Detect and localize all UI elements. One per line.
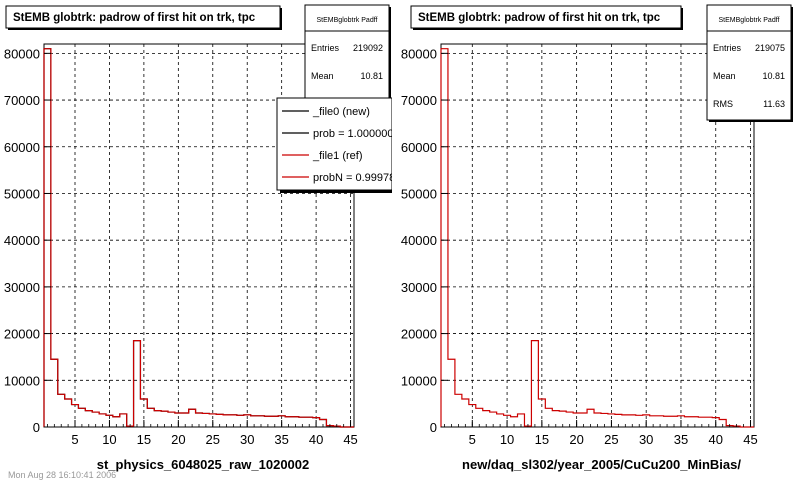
histogram-panel-1: 5 10 15 20 25 30 35 40 45 0 10000 20000 30000 40000 50…	[4, 4, 402, 472]
x-tick-label: 35	[674, 432, 688, 447]
histogram-series-2	[43, 48, 354, 428]
y-tick-label: 40000	[401, 233, 437, 248]
y-tick-label: 60000	[4, 140, 40, 155]
y-tick-label: 30000	[4, 280, 40, 295]
x-tick-label: 10	[102, 432, 116, 447]
chart-title: StEMB globtrk: padrow of first hit on tr…	[13, 12, 256, 24]
title-box	[410, 5, 682, 29]
stats-box	[706, 4, 792, 121]
stats-name: StEMBglobtrk Padff	[719, 17, 780, 24]
legend-entry-label: prob = 1.000000	[313, 128, 393, 140]
stats-label-rms: RMS	[713, 99, 733, 109]
x-tick-label: 35	[274, 432, 288, 447]
histogram-series-1	[440, 48, 754, 428]
y-tick-label: 50000	[4, 186, 40, 201]
stats-value-mean: 10.81	[360, 71, 383, 81]
stats-label-mean: Mean	[311, 71, 334, 81]
y-tick-label: 50000	[401, 186, 437, 201]
x-tick-label: 5	[469, 432, 476, 447]
x-tick-label: 40	[709, 432, 723, 447]
x-tick-label: 30	[639, 432, 653, 447]
plot-frame	[440, 43, 755, 428]
stats-value-entries: 219092	[353, 43, 383, 53]
x-tick-label: 40	[309, 432, 323, 447]
y-tick-label: 30000	[401, 280, 437, 295]
y-tick-label: 70000	[4, 93, 40, 108]
y-tick-label: 70000	[401, 93, 437, 108]
y-tick-label: 20000	[4, 327, 40, 342]
stats-name: StEMBglobtrk Padff	[317, 17, 378, 24]
histogram-panel-2: 5 10 15 20 25 30 35 40 45 0 10000 20000 30000 40000 50…	[401, 4, 793, 472]
y-tick-label: 60000	[401, 140, 437, 155]
x-tick-label: 25	[604, 432, 618, 447]
stats-value-rms: 11.63	[763, 99, 785, 109]
y-tick-label: 80000	[4, 46, 40, 61]
legend-clip	[392, 96, 402, 196]
x-tick-label: 15	[535, 432, 549, 447]
x-tick-label: 45	[743, 432, 757, 447]
stats-label-entries: Entries	[311, 43, 340, 53]
x-tick-label: 20	[569, 432, 583, 447]
x-axis-label: st_physics_6048025_raw_1020002	[97, 457, 310, 472]
legend-entry-label: _file1 (ref)	[312, 150, 363, 162]
x-tick-label: 15	[137, 432, 151, 447]
x-tick-label: 30	[240, 432, 254, 447]
legend-entry-label: probN = 0.999783	[313, 172, 401, 184]
footer-timestamp: Mon Aug 28 16:10:41 2006	[8, 470, 116, 480]
legend: _file0 (new) prob = 1.000000 _file1 (ref) p…	[276, 96, 402, 196]
stats-value-mean: 10.81	[762, 71, 785, 81]
chart-title: StEMB globtrk: padrow of first hit on tr…	[418, 12, 661, 24]
title-box	[5, 5, 281, 29]
stats-box	[304, 4, 390, 116]
x-tick-label: 10	[500, 432, 514, 447]
y-tick-label: 80000	[401, 46, 437, 61]
stats-value-entries: 219075	[755, 43, 785, 53]
y-tick-label: 10000	[4, 373, 40, 388]
y-tick-label: 10000	[401, 373, 437, 388]
y-tick-label: 40000	[4, 233, 40, 248]
x-tick-label: 20	[171, 432, 185, 447]
stats-label-mean: Mean	[713, 71, 736, 81]
legend-box	[276, 97, 393, 191]
y-tick-label: 20000	[401, 327, 437, 342]
x-tick-label: 45	[343, 432, 357, 447]
x-tick-label: 5	[71, 432, 78, 447]
x-axis-label: new/daq_sl302/year_2005/CuCu200_MinBias/	[462, 457, 741, 472]
y-tick-label: 0	[33, 420, 40, 435]
stats-label-entries: Entries	[713, 43, 742, 53]
legend-entry-label: _file0 (new)	[312, 106, 370, 118]
x-tick-label: 25	[206, 432, 220, 447]
y-tick-label: 0	[430, 420, 437, 435]
